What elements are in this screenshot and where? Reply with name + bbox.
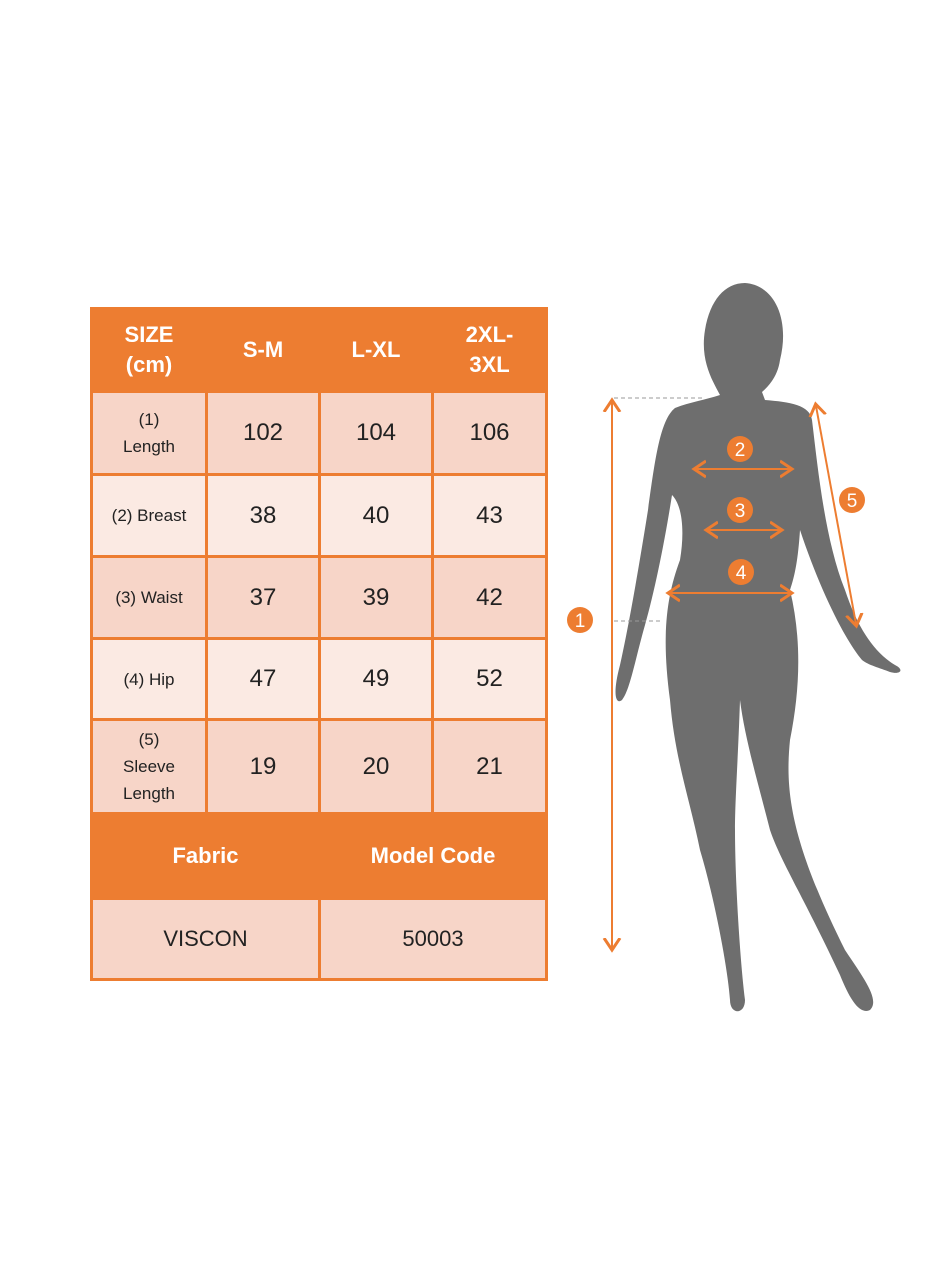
row-label: (1) Length	[90, 390, 208, 476]
cell: 49	[318, 637, 434, 721]
sleeve-arrow	[816, 406, 856, 624]
marker-5: 5	[839, 487, 865, 513]
svg-text:2: 2	[735, 440, 746, 461]
silhouette-icon	[615, 283, 901, 1012]
marker-1: 1	[567, 607, 593, 633]
size-table: SIZE (cm) S-M L-XL 2XL-3XL (1) Length 10…	[90, 307, 548, 981]
cell: 42	[431, 555, 548, 640]
svg-text:4: 4	[736, 563, 747, 584]
svg-text:5: 5	[847, 491, 858, 512]
model-code-value: 50003	[318, 897, 548, 981]
table-row: (4) Hip 47 49 52	[90, 637, 548, 721]
row-label: (3) Waist	[90, 555, 208, 640]
svg-text:1: 1	[575, 611, 586, 632]
table-row: (3) Waist 37 39 42	[90, 555, 548, 640]
marker-2: 2	[727, 436, 753, 462]
cell: 104	[318, 390, 434, 476]
cell: 37	[205, 555, 321, 640]
cell: 102	[205, 390, 321, 476]
header-l-xl: L-XL	[318, 307, 434, 393]
cell: 19	[205, 718, 321, 815]
header-s-m: S-M	[205, 307, 321, 393]
row-label: (4) Hip	[90, 637, 208, 721]
header-row: SIZE (cm) S-M L-XL 2XL-3XL	[90, 307, 548, 393]
table-row: (1) Length 102 104 106	[90, 390, 548, 476]
cell: 52	[431, 637, 548, 721]
table-row: (5) Sleeve Length 19 20 21	[90, 718, 548, 815]
cell: 20	[318, 718, 434, 815]
cell: 47	[205, 637, 321, 721]
cell: 38	[205, 473, 321, 558]
cell: 106	[431, 390, 548, 476]
cell: 40	[318, 473, 434, 558]
table-row: (2) Breast 38 40 43	[90, 473, 548, 558]
fabric-header: Fabric	[90, 812, 321, 900]
info-header-row: Fabric Model Code	[90, 812, 548, 900]
row-label: (2) Breast	[90, 473, 208, 558]
fabric-value: VISCON	[90, 897, 321, 981]
info-row: VISCON 50003	[90, 897, 548, 981]
header-2xl-3xl: 2XL-3XL	[431, 307, 548, 393]
body-measurement-figure: 1 2 3 4 5	[567, 283, 901, 1012]
header-size: SIZE (cm)	[90, 307, 208, 393]
row-label: (5) Sleeve Length	[90, 718, 208, 815]
model-code-header: Model Code	[318, 812, 548, 900]
svg-text:3: 3	[735, 501, 746, 522]
cell: 39	[318, 555, 434, 640]
cell: 43	[431, 473, 548, 558]
marker-4: 4	[728, 559, 754, 585]
marker-3: 3	[727, 497, 753, 523]
cell: 21	[431, 718, 548, 815]
